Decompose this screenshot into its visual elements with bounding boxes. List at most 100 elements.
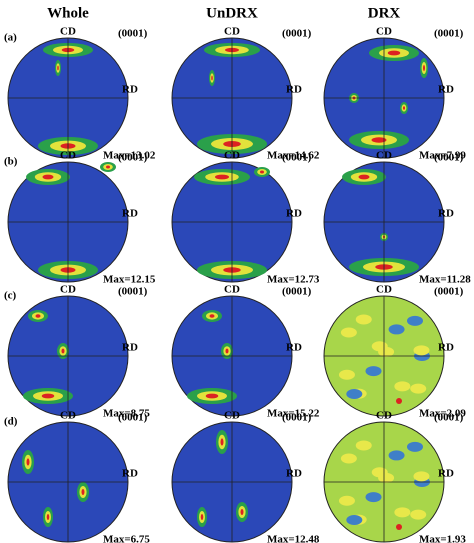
texture-spot	[57, 65, 59, 71]
texture-spot	[46, 514, 50, 520]
cd-label: CD	[224, 150, 240, 162]
texture-spot	[211, 75, 213, 81]
texture-spot	[387, 50, 401, 56]
cd-label: CD	[376, 150, 392, 162]
rd-label: RD	[286, 342, 302, 354]
cd-label: CD	[224, 26, 240, 38]
plane-label: (0001)	[118, 28, 148, 40]
texture-spot	[240, 509, 244, 515]
texture-spot	[41, 393, 55, 399]
cd-label: CD	[376, 410, 392, 422]
row-label: (b)	[4, 156, 18, 168]
texture-spot	[209, 314, 215, 318]
texture-spot	[406, 315, 423, 326]
plane-label: (0001)	[434, 286, 464, 298]
texture-spot	[42, 174, 54, 180]
texture-spot	[410, 509, 427, 520]
texture-spot	[365, 492, 382, 503]
texture-spot	[378, 472, 395, 483]
texture-spot	[365, 366, 382, 377]
texture-spot	[396, 524, 402, 530]
pole-figure: CD (0001) RD Max=15.22	[171, 284, 320, 420]
texture-spot	[225, 348, 229, 354]
texture-spot	[423, 65, 425, 71]
texture-spot	[340, 327, 357, 338]
column-title: DRX	[368, 5, 401, 21]
pole-figure: CD (0001) RD Max=12.73	[171, 150, 320, 286]
rd-label: RD	[438, 208, 454, 220]
rd-label: RD	[286, 208, 302, 220]
cd-label: CD	[376, 284, 392, 296]
cd-label: CD	[60, 284, 76, 296]
max-label: Max=1.93	[419, 534, 466, 543]
row-label: (c)	[4, 290, 17, 302]
max-label: Max=12.48	[267, 534, 320, 543]
texture-spot	[394, 381, 411, 392]
pole-figure: CD (0001) RD Max=12.48	[171, 410, 320, 543]
pole-figure: CD (0001) RD Max=11.28	[323, 150, 471, 286]
rd-label: RD	[122, 468, 138, 480]
texture-spot	[200, 514, 204, 520]
pole-figure: CD (0001) RD Max=12.15	[7, 150, 156, 286]
plane-label: (0001)	[118, 412, 148, 424]
texture-spot	[378, 346, 395, 357]
texture-spot	[106, 165, 110, 169]
pole-figure: CD (0001) RD Max=8.75	[7, 284, 150, 420]
texture-spot	[338, 495, 355, 506]
row-label: (d)	[4, 416, 18, 428]
rd-label: RD	[122, 208, 138, 220]
plane-label: (0001)	[434, 412, 464, 424]
max-label: Max=8.75	[103, 408, 150, 420]
pole-figure: CD (0001) RD Max=7.99	[323, 26, 466, 162]
texture-spot	[220, 438, 224, 446]
max-label: Max=13.02	[103, 150, 156, 162]
texture-spot	[406, 441, 423, 452]
texture-spot	[394, 507, 411, 518]
max-label: Max=6.75	[103, 534, 150, 543]
cd-label: CD	[224, 284, 240, 296]
max-label: Max=12.15	[103, 274, 156, 286]
texture-spot	[260, 170, 264, 174]
pole-figure: CD (0001) RD Max=6.75	[7, 410, 150, 543]
texture-spot	[413, 471, 430, 482]
plane-label: (0001)	[434, 28, 464, 40]
texture-spot	[355, 314, 372, 325]
cd-label: CD	[376, 26, 392, 38]
rd-label: RD	[286, 468, 302, 480]
texture-spot	[340, 453, 357, 464]
texture-spot	[26, 458, 30, 466]
cd-label: CD	[60, 26, 76, 38]
texture-spot	[403, 106, 405, 110]
plane-label: (0001)	[282, 152, 312, 164]
texture-spot	[371, 137, 387, 143]
column-title: UnDRX	[206, 5, 258, 21]
cd-label: CD	[60, 410, 76, 422]
plane-label: (0001)	[118, 152, 148, 164]
texture-spot	[35, 314, 41, 318]
pole-figure: CD (0001) RD Max=14.62	[171, 26, 320, 162]
texture-spot	[410, 383, 427, 394]
texture-spot	[413, 345, 430, 356]
column-title: Whole	[47, 5, 89, 21]
rd-label: RD	[438, 342, 454, 354]
plane-label: (0001)	[282, 412, 312, 424]
plane-label: (0001)	[282, 286, 312, 298]
rd-label: RD	[438, 84, 454, 96]
rd-label: RD	[122, 342, 138, 354]
plane-label: (0001)	[282, 28, 312, 40]
texture-spot	[338, 369, 355, 380]
max-label: Max=11.28	[419, 274, 471, 286]
texture-spot	[346, 514, 363, 525]
texture-spot	[355, 440, 372, 451]
texture-spot	[358, 174, 370, 180]
rd-label: RD	[438, 468, 454, 480]
plane-label: (0001)	[434, 152, 464, 164]
texture-spot	[215, 174, 229, 180]
row-label: (a)	[4, 32, 17, 44]
cd-label: CD	[60, 150, 76, 162]
pole-figure: CD (0001) RD Max=13.02	[7, 26, 156, 162]
texture-spot	[81, 489, 85, 495]
texture-spot	[388, 324, 405, 335]
max-label: Max=7.99	[419, 150, 466, 162]
